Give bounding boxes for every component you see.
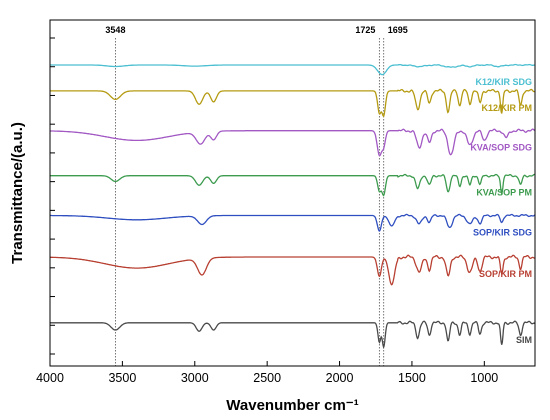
series-line: [50, 213, 536, 232]
x-tick-label: 4000: [36, 371, 64, 385]
x-tick-label: 3500: [108, 371, 136, 385]
series-label: SOP/KIR SDG: [473, 227, 532, 237]
reference-line-label: 1725: [355, 25, 375, 35]
x-tick-label: 3000: [181, 371, 209, 385]
x-axis-title: Wavenumber cm⁻¹: [226, 397, 358, 414]
series-line: [50, 173, 535, 197]
x-tick-label: 1500: [398, 371, 426, 385]
series-label: SIM: [516, 335, 532, 345]
series-label: KVA/SOP SDG: [470, 143, 532, 153]
x-tick-label: 2500: [253, 371, 281, 385]
x-tick-label: 2000: [326, 371, 354, 385]
x-tick-label: 1000: [470, 371, 498, 385]
series-label: K12/KIR PM: [481, 103, 532, 113]
series-line: [50, 88, 535, 118]
plot-frame: [49, 19, 536, 367]
reference-line-label: 3548: [105, 25, 125, 35]
y-axis-title: Transmittance/(a.u.): [9, 122, 26, 264]
series-line: [50, 63, 535, 76]
plot-area: 3548 1725 1695 K12/KIR SDG K12/KIR PM KVA/SOP…: [50, 25, 536, 366]
axes: 4000 3500 3000 2500 2000 1500 1000: [36, 19, 536, 385]
series-label: K12/KIR SDG: [475, 77, 532, 87]
series-line: [50, 254, 535, 286]
series-line: [50, 128, 536, 157]
series-line: [50, 320, 535, 349]
reference-line-label: 1695: [388, 25, 408, 35]
series-label: KVA/SOP PM: [476, 188, 532, 198]
series-label: SOP/KIR PM: [479, 269, 532, 279]
